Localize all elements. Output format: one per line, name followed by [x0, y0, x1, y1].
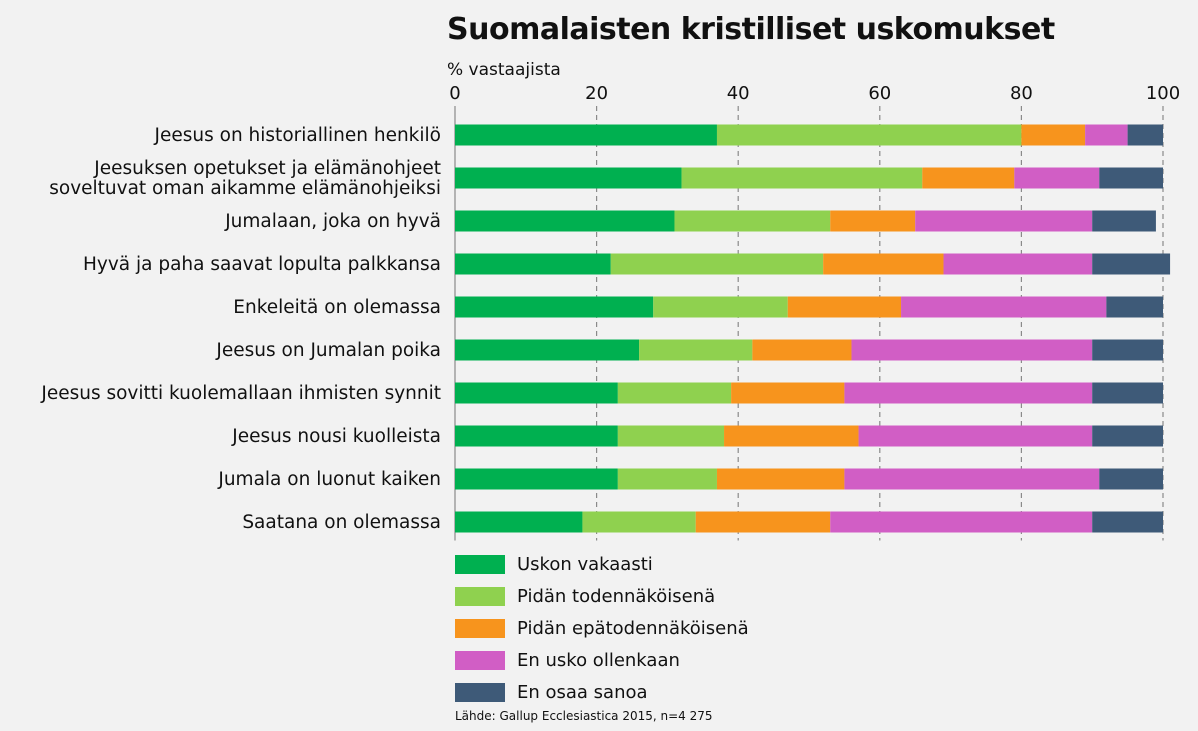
bar-segment	[455, 253, 611, 275]
x-tick-label: 40	[727, 83, 750, 104]
bar-segment	[901, 296, 1107, 318]
bar-segment	[830, 511, 1093, 533]
bar-segment	[1092, 382, 1163, 404]
source-note: Lähde: Gallup Ecclesiastica 2015, n=4 27…	[455, 709, 713, 723]
bar-segment	[681, 167, 923, 189]
legend-swatch	[455, 586, 505, 606]
bar-segment	[716, 468, 845, 490]
bar-segment	[1092, 425, 1163, 447]
bar-segment	[582, 511, 696, 533]
bar-segment	[922, 167, 1015, 189]
category-label: Jumalaan, joka on hyvä	[224, 211, 441, 232]
bar-segment	[1092, 339, 1163, 361]
bar-segment	[915, 210, 1093, 232]
legend-label: Uskon vakaasti	[517, 553, 653, 575]
x-tick-label: 0	[449, 83, 460, 104]
bar-segment	[455, 296, 654, 318]
bar-segment	[695, 511, 831, 533]
legend-item: Pidän epätodennäköisenä	[455, 612, 749, 644]
bar-segment	[1021, 124, 1086, 146]
bar-segment	[823, 253, 944, 275]
bar-segment	[653, 296, 788, 318]
bar-segment	[617, 425, 725, 447]
x-tick-label: 80	[1010, 83, 1033, 104]
category-label: Jeesuksen opetukset ja elämänohjeet sovel…	[49, 158, 441, 199]
bar-segment	[1014, 167, 1100, 189]
bar-segment	[724, 425, 859, 447]
bar-segment	[1106, 296, 1163, 318]
legend-item: En osaa sanoa	[455, 676, 749, 708]
category-label: Enkeleitä on olemassa	[233, 297, 441, 318]
x-tick-label: 60	[868, 83, 891, 104]
bar-segment	[455, 339, 640, 361]
legend-label: En usko ollenkaan	[517, 649, 680, 671]
chart-subtitle: % vastaajista	[447, 60, 561, 80]
legend-label: En osaa sanoa	[517, 681, 648, 703]
bar-segment	[1099, 167, 1163, 189]
bar-segment	[639, 339, 753, 361]
bar-segment	[943, 253, 1093, 275]
bar-segment	[731, 382, 845, 404]
bar-segment	[830, 210, 916, 232]
bar-segment	[1092, 253, 1171, 275]
legend: Uskon vakaasti Pidän todennäköisenä Pidän …	[455, 548, 749, 708]
bar-segment	[787, 296, 902, 318]
legend-item: Pidän todennäköisenä	[455, 580, 749, 612]
bar-segment	[1085, 124, 1128, 146]
legend-item: Uskon vakaasti	[455, 548, 749, 580]
bar-segment	[851, 339, 1093, 361]
category-label: Jumala on luonut kaiken	[217, 469, 441, 490]
category-label: Jeesus on Jumalan poika	[215, 340, 441, 361]
bar-segment	[844, 468, 1100, 490]
bar-segment	[455, 511, 583, 533]
category-label: Hyvä ja paha saavat lopulta palkkansa	[83, 254, 441, 275]
bar-segment	[752, 339, 852, 361]
category-label: Jeesus nousi kuolleista	[231, 426, 441, 447]
bar-segment	[1099, 468, 1163, 490]
bar-segment	[844, 382, 1093, 404]
category-label: Jeesus on historiallinen henkilö	[154, 125, 441, 146]
bar-segment	[858, 425, 1093, 447]
legend-swatch	[455, 618, 505, 638]
bar-segment	[1092, 210, 1156, 232]
legend-label: Pidän epätodennäköisenä	[517, 617, 749, 639]
legend-item: En usko ollenkaan	[455, 644, 749, 676]
x-tick-label: 100	[1146, 83, 1180, 104]
bar-segment	[610, 253, 824, 275]
bar-segment	[455, 210, 675, 232]
legend-label: Pidän todennäköisenä	[517, 585, 716, 607]
x-tick-label: 20	[585, 83, 608, 104]
bar-segment	[455, 468, 618, 490]
legend-swatch	[455, 650, 505, 670]
bar-segment	[617, 382, 732, 404]
bar-segment	[455, 425, 618, 447]
bar-segment	[455, 167, 682, 189]
bar-segment	[617, 468, 717, 490]
bar-segment	[674, 210, 831, 232]
chart-title: Suomalaisten kristilliset uskomukset	[447, 12, 1055, 47]
bar-segment	[1092, 511, 1163, 533]
category-label: Saatana on olemassa	[242, 512, 441, 533]
category-label: Jeesus sovitti kuolemallaan ihmisten syn…	[40, 383, 441, 404]
bar-segment	[1127, 124, 1163, 146]
legend-swatch	[455, 682, 505, 702]
bar-segment	[455, 124, 717, 146]
bar-segment	[455, 382, 618, 404]
stacked-bar-chart: 0 20 40 60 80 100 Jeesus on historiallinen hen…	[40, 83, 1180, 541]
legend-swatch	[455, 554, 505, 574]
bar-segment	[716, 124, 1022, 146]
